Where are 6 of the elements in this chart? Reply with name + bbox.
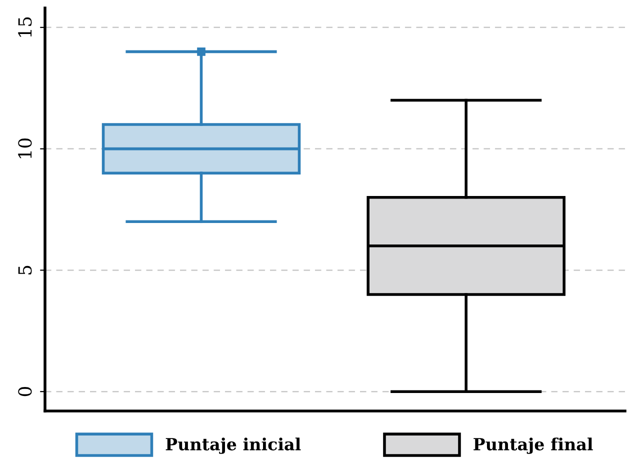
y-tick-label: 10 <box>18 138 32 158</box>
y-tick-label: 15 <box>18 17 32 37</box>
y-tick-label: 5 <box>18 266 32 274</box>
legend-label: Puntaje final <box>474 438 593 454</box>
legend-label: Puntaje inicial <box>166 438 301 454</box>
y-tick-label: 0 <box>18 387 32 396</box>
